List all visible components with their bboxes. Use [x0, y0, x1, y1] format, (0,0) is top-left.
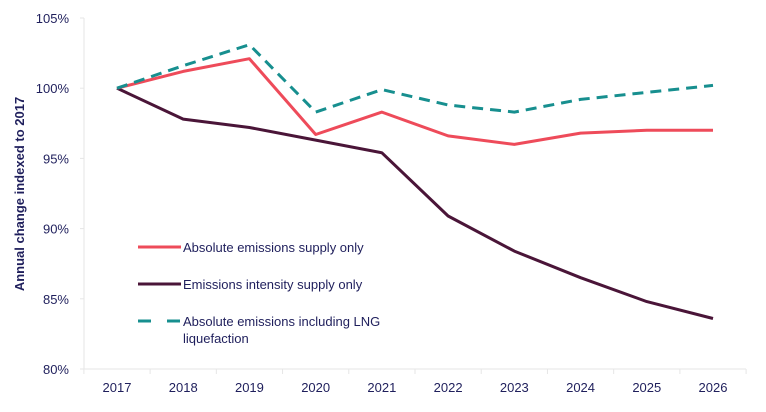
- legend-label-absolute-including-lng-line2: liquefaction: [183, 331, 249, 346]
- series-intensity-supply-line: [116, 86, 714, 320]
- x-tick-label: 2018: [169, 380, 198, 395]
- x-tick-label: 2021: [367, 380, 396, 395]
- series-lines: [116, 43, 714, 320]
- x-tick-label: 2017: [103, 380, 132, 395]
- x-axis-ticks: 2017 2018 2019 2020 2021 2022 2023 2024 2025 2026: [83, 369, 747, 395]
- legend-label-intensity-supply: Emissions intensity supply only: [183, 277, 363, 292]
- x-tick-label: 2025: [632, 380, 661, 395]
- legend: Absolute emissions supply only Emissions…: [138, 240, 380, 346]
- y-tick-label: 100%: [36, 81, 70, 96]
- x-tick-label: 2026: [699, 380, 728, 395]
- legend-label-absolute-supply: Absolute emissions supply only: [183, 240, 364, 255]
- x-tick-label: 2020: [301, 380, 330, 395]
- y-axis-ticks: 80% 85% 90% 95% 100% 105%: [36, 11, 84, 377]
- series-absolute-supply-line: [116, 57, 713, 146]
- legend-item-intensity-supply: Emissions intensity supply only: [138, 277, 363, 292]
- series-absolute-including-lng-line: [116, 43, 714, 114]
- x-tick-label: 2022: [434, 380, 463, 395]
- legend-item-absolute-including-lng: Absolute emissions including LNG liquefa…: [138, 314, 380, 346]
- y-tick-label: 80%: [43, 362, 69, 377]
- x-tick-label: 2019: [235, 380, 264, 395]
- y-tick-label: 105%: [36, 11, 70, 26]
- legend-label-absolute-including-lng-line1: Absolute emissions including LNG: [183, 314, 380, 329]
- y-tick-label: 85%: [43, 292, 69, 307]
- legend-item-absolute-supply: Absolute emissions supply only: [138, 240, 364, 255]
- x-tick-label: 2024: [566, 380, 595, 395]
- y-tick-label: 95%: [43, 151, 69, 166]
- x-tick-label: 2023: [500, 380, 529, 395]
- y-axis-label: Annual change indexed to 2017: [12, 97, 27, 291]
- y-tick-label: 90%: [43, 222, 69, 237]
